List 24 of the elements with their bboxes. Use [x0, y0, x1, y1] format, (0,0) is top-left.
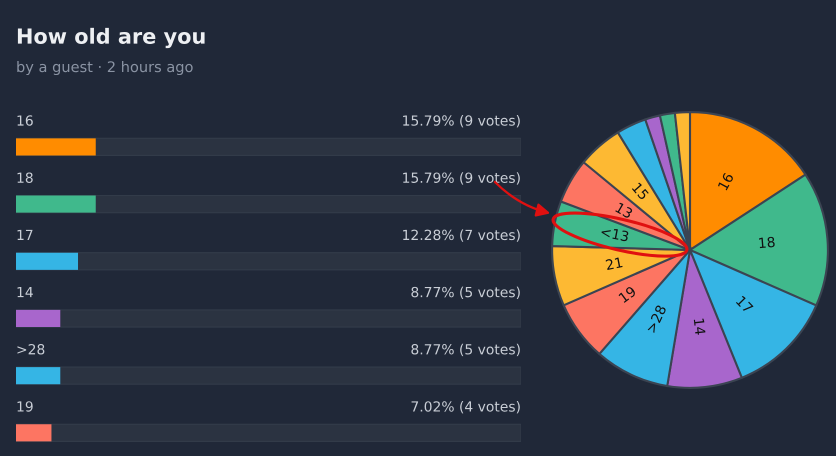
data-label: 8.77% (5 votes) — [411, 286, 520, 299]
y-tick-label: 18 — [18, 172, 33, 183]
slice-label: <13 — [600, 226, 629, 242]
data-label: 15.79% (9 votes) — [403, 172, 520, 185]
y-tick-label: 14 — [18, 287, 33, 298]
slice-label: 13 — [615, 202, 634, 219]
slice-label: 15 — [632, 182, 650, 200]
y-tick-label: >28 — [17, 344, 44, 355]
y-tick-label: 19 — [18, 401, 33, 412]
slice-label: 21 — [606, 256, 623, 270]
slice-label: 19 — [618, 286, 637, 304]
slice-label: 18 — [758, 236, 775, 248]
slice-label: 14 — [694, 318, 706, 335]
y-tick-label: 16 — [18, 115, 33, 126]
slice-label: 17 — [736, 296, 754, 314]
chart-title: How old are you — [18, 28, 205, 48]
y-tick-label: 17 — [18, 230, 32, 240]
chart-subtitle: by a guest · 2 hours ago — [17, 60, 193, 76]
data-label: 15.79% (9 votes) — [403, 115, 520, 128]
data-label: 12.28% (7 votes) — [403, 229, 520, 242]
slice-label: >28 — [646, 304, 667, 334]
data-label: 7.02% (4 votes) — [412, 400, 520, 414]
slice-label: 16 — [717, 172, 734, 191]
data-label: 8.77% (5 votes) — [411, 344, 520, 356]
